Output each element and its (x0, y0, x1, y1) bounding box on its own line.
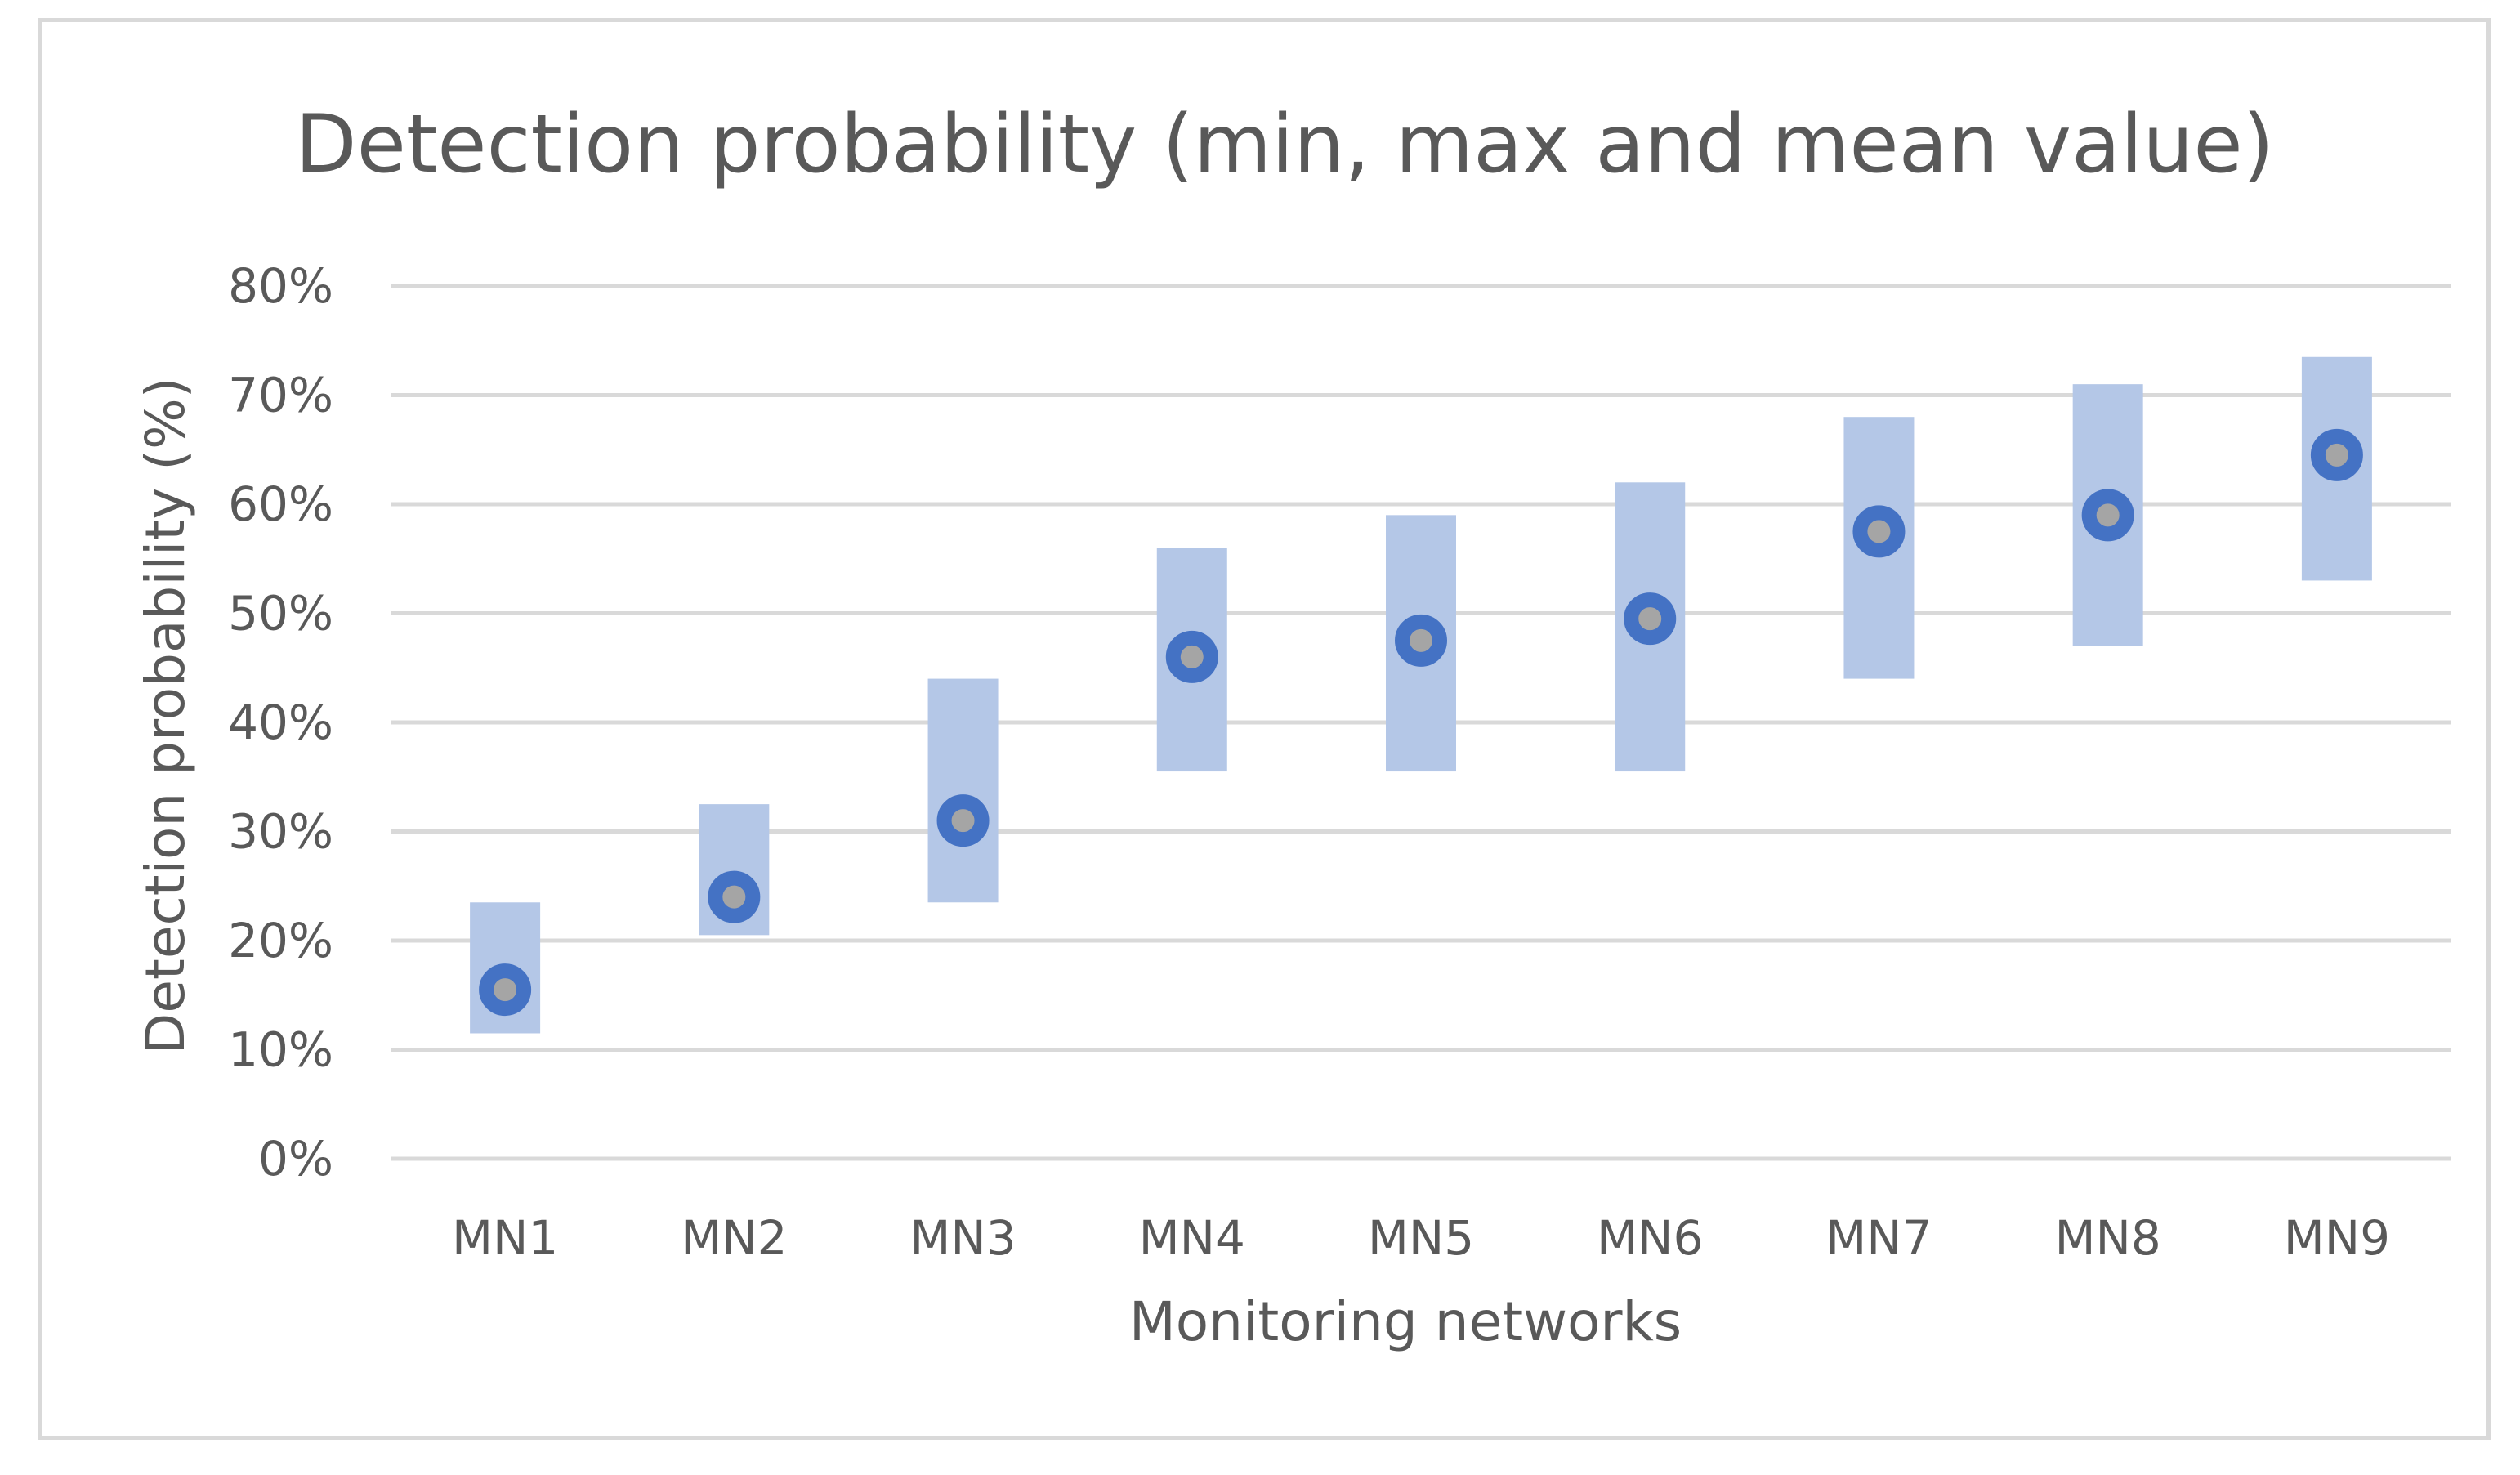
x-tick-label: MN6 (1597, 1210, 1703, 1266)
chart-frame (38, 18, 2491, 1440)
y-tick-label: 80% (228, 258, 333, 314)
range-bar-mn3 (927, 678, 999, 903)
x-tick-label: MN4 (1139, 1210, 1245, 1266)
y-tick-label: 0% (258, 1131, 333, 1187)
y-tick-label: 70% (228, 368, 333, 423)
y-tick-label: 30% (228, 804, 333, 860)
mean-marker-mn9 (2310, 428, 2363, 481)
x-tick-label: MN5 (1368, 1210, 1474, 1266)
x-tick-label: MN9 (2284, 1210, 2390, 1266)
x-axis-title: Monitoring networks (1129, 1290, 1682, 1353)
mean-marker-mn3 (936, 794, 990, 847)
x-tick-label: MN7 (1825, 1210, 1932, 1266)
y-tick-label: 50% (228, 586, 333, 641)
y-axis-title: Detection probability (%) (134, 378, 197, 1055)
mean-marker-mn2 (708, 870, 761, 923)
mean-marker-mn1 (479, 963, 532, 1017)
mean-marker-mn6 (1624, 592, 1677, 646)
x-tick-label: MN1 (452, 1210, 558, 1266)
mean-marker-mn7 (1852, 505, 1906, 558)
mean-marker-mn5 (1395, 614, 1447, 667)
x-tick-label: MN8 (2054, 1210, 2160, 1266)
chart-title: Detection probability (min, max and mean… (295, 98, 2274, 191)
mean-markers (479, 428, 2363, 1017)
mean-marker-mn8 (2081, 489, 2134, 542)
y-axis-tick-labels: 0% 10% 20% 30% 40% 50% 60% 70% 80% (228, 258, 333, 1187)
x-tick-label: MN2 (681, 1210, 787, 1266)
x-tick-label: MN3 (909, 1210, 1016, 1266)
y-tick-label: 20% (228, 913, 333, 968)
y-tick-label: 10% (228, 1022, 333, 1078)
mean-marker-mn4 (1165, 630, 1218, 683)
range-bars (470, 356, 2372, 1034)
y-tick-label: 60% (228, 476, 333, 532)
y-tick-label: 40% (228, 695, 333, 750)
x-axis-tick-labels: MN1 MN2 MN3 MN4 MN5 MN6 MN7 MN8 MN9 (452, 1210, 2390, 1266)
